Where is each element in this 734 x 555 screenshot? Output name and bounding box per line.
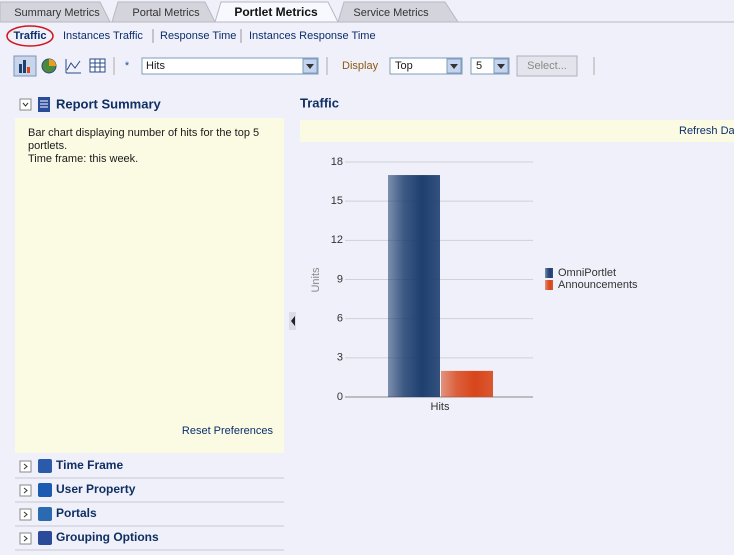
icon bbox=[23, 511, 28, 518]
subtab[interactable]: Response Time bbox=[160, 30, 236, 42]
icon bbox=[306, 64, 314, 69]
icon bbox=[23, 60, 26, 73]
description-line: Bar chart displaying number of hits for … bbox=[28, 127, 259, 139]
accordion-label[interactable]: Grouping Options bbox=[56, 530, 159, 544]
collapse-toggle[interactable] bbox=[19, 98, 32, 111]
icon bbox=[23, 535, 28, 542]
summary-box bbox=[15, 118, 284, 453]
icon bbox=[38, 507, 52, 521]
expand-toggle[interactable] bbox=[19, 484, 32, 497]
y-tick-label: 15 bbox=[331, 195, 343, 207]
chart: 0 3 6 9 12 15 18 Units Hits OmniPortletAnnounceme… bbox=[310, 156, 638, 413]
y-tick-label: 0 bbox=[337, 391, 343, 403]
y-tick-label: 12 bbox=[331, 234, 343, 246]
accordion-label[interactable]: Portals bbox=[56, 506, 97, 520]
metric-value: Hits bbox=[146, 60, 165, 72]
tab[interactable]: Service Metrics bbox=[353, 7, 429, 19]
display-label: Display bbox=[342, 60, 379, 72]
description-line: portlets. bbox=[28, 140, 67, 152]
icon bbox=[450, 64, 458, 69]
expand-toggle[interactable] bbox=[19, 460, 32, 473]
expand-toggle[interactable] bbox=[19, 532, 32, 545]
refresh-clip: Refresh Data bbox=[679, 125, 734, 137]
required-mark: * bbox=[125, 60, 130, 72]
icon bbox=[38, 531, 52, 545]
legend-label: OmniPortlet bbox=[558, 267, 616, 279]
description-line: Time frame: this week. bbox=[28, 153, 138, 165]
icon bbox=[19, 64, 22, 73]
icon bbox=[40, 100, 48, 108]
subtab[interactable]: Instances Traffic bbox=[63, 30, 143, 42]
tab[interactable]: Summary Metrics bbox=[14, 7, 100, 19]
icon bbox=[291, 316, 295, 326]
legend-swatch bbox=[545, 280, 553, 290]
y-tick-label: 3 bbox=[337, 352, 343, 364]
icon bbox=[497, 64, 505, 69]
y-tick-label: 6 bbox=[337, 313, 343, 325]
panel-header: Report Summary bbox=[56, 96, 162, 111]
icon bbox=[23, 487, 28, 494]
highlight-ellipse bbox=[6, 25, 54, 47]
x-tick-label: Hits bbox=[431, 401, 450, 413]
accordion-label[interactable]: User Property bbox=[56, 482, 136, 496]
subtab[interactable]: Instances Response Time bbox=[249, 30, 376, 42]
icon bbox=[38, 459, 52, 473]
expand-toggle[interactable] bbox=[19, 508, 32, 521]
chart-type-table[interactable] bbox=[89, 58, 106, 73]
order-value: Top bbox=[395, 60, 413, 72]
select-button[interactable] bbox=[516, 55, 578, 77]
icon bbox=[22, 102, 29, 107]
bar bbox=[441, 370, 493, 397]
tab[interactable]: Portlet Metrics bbox=[234, 5, 318, 19]
tab-shape bbox=[214, 1, 339, 23]
metric-select[interactable] bbox=[141, 57, 319, 75]
icon bbox=[90, 59, 105, 72]
chart-type-line[interactable] bbox=[65, 59, 81, 74]
y-tick-label: 9 bbox=[337, 273, 343, 285]
y-axis-label: Units bbox=[310, 267, 322, 293]
icon bbox=[23, 463, 28, 470]
refresh-bar bbox=[300, 120, 734, 142]
accordion: Time Frame User Property Portals Grouping O… bbox=[15, 458, 284, 551]
refresh-link[interactable]: Refresh Data bbox=[679, 125, 734, 137]
legend-label: Announcements bbox=[558, 279, 638, 291]
reset-link[interactable]: Reset Preferences bbox=[182, 425, 274, 437]
icon bbox=[38, 483, 52, 497]
accordion-label[interactable]: Time Frame bbox=[56, 458, 123, 472]
y-tick-label: 18 bbox=[331, 156, 343, 168]
subtab[interactable]: Traffic bbox=[13, 30, 46, 42]
icon bbox=[49, 59, 56, 66]
panel-title: Traffic bbox=[300, 95, 339, 110]
bar bbox=[388, 175, 440, 397]
count-value: 5 bbox=[476, 60, 482, 72]
select-button-label: Select... bbox=[527, 60, 567, 72]
order-select[interactable] bbox=[389, 57, 463, 75]
icon bbox=[27, 67, 30, 73]
legend-swatch bbox=[545, 268, 553, 278]
tab[interactable]: Portal Metrics bbox=[132, 7, 200, 19]
